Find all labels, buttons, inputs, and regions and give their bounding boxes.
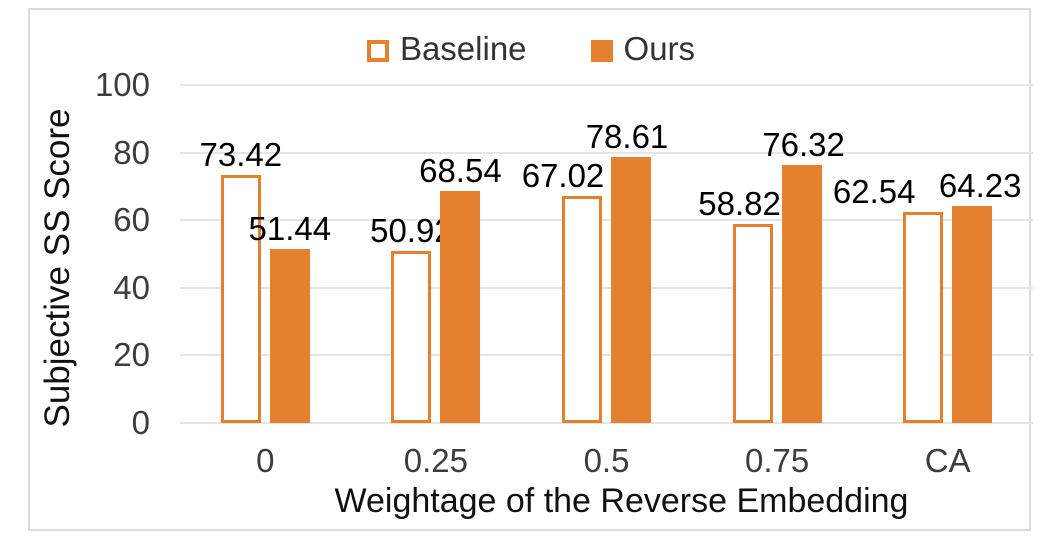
data-label-baseline-0.75: 58.82 — [698, 185, 781, 223]
bar-baseline-0.75 — [732, 224, 773, 423]
x-tick-label-0.75: 0.75 — [744, 442, 810, 479]
legend-item-ours: Ours — [590, 30, 696, 68]
x-tick-label-0.25: 0.25 — [403, 442, 469, 479]
data-label-ours-0.5: 78.61 — [585, 118, 669, 156]
legend-label-ours: Ours — [623, 30, 696, 67]
y-tick-label: 60 — [113, 201, 150, 239]
data-label-baseline-0.5: 67.02 — [521, 157, 605, 195]
data-label-ours-CA: 64.23 — [938, 166, 1022, 204]
gridline-60 — [180, 219, 1033, 222]
x-tick-label-CA: CA — [924, 442, 971, 479]
gridline-80 — [180, 151, 1033, 154]
gridline-20 — [180, 354, 1033, 357]
x-tick-label-0.5: 0.5 — [583, 442, 630, 479]
bar-ours-0.5 — [611, 157, 651, 423]
bar-baseline-0.5 — [562, 196, 602, 423]
plot-area: 73.42 51.44 50.92 68.54 67.02 78.61 58.82 76.32… — [180, 84, 1033, 424]
bar-baseline-CA — [903, 211, 944, 423]
bar-ours-0.25 — [440, 191, 481, 423]
y-tick-label: 40 — [113, 268, 150, 306]
data-label-baseline-CA: 62.54 — [832, 172, 916, 210]
baseline-swatch-icon — [366, 39, 389, 62]
data-label-ours-0: 51.44 — [248, 210, 332, 248]
bar-baseline-0.25 — [391, 250, 432, 423]
gridline-100 — [180, 84, 1033, 86]
legend-label-baseline: Baseline — [399, 30, 527, 67]
chart-frame — [28, 8, 1031, 531]
data-label-ours-0.25: 68.54 — [419, 152, 502, 190]
bar-ours-CA — [952, 205, 993, 423]
bar-ours-0 — [269, 249, 310, 423]
bar-ours-0.75 — [781, 165, 822, 423]
y-tick-label: 20 — [113, 336, 150, 374]
gridline-40 — [180, 286, 1033, 289]
gridline-0 — [180, 422, 1033, 424]
legend: Baseline Ours — [0, 30, 1062, 68]
data-label-baseline-0: 73.42 — [199, 135, 283, 173]
legend-item-baseline: Baseline — [366, 30, 527, 68]
x-tick-label-0: 0 — [256, 442, 275, 479]
bar-baseline-0 — [220, 174, 261, 423]
y-tick-label: 80 — [113, 133, 150, 171]
y-tick-label: 0 — [131, 404, 150, 441]
data-label-ours-0.75: 76.32 — [762, 126, 845, 164]
ours-swatch-icon — [590, 39, 613, 62]
data-label-baseline-0.25: 50.92 — [370, 211, 453, 249]
x-axis-title: Weightage of the Reverse Embedding — [334, 482, 909, 520]
y-tick-label: 100 — [94, 66, 150, 103]
